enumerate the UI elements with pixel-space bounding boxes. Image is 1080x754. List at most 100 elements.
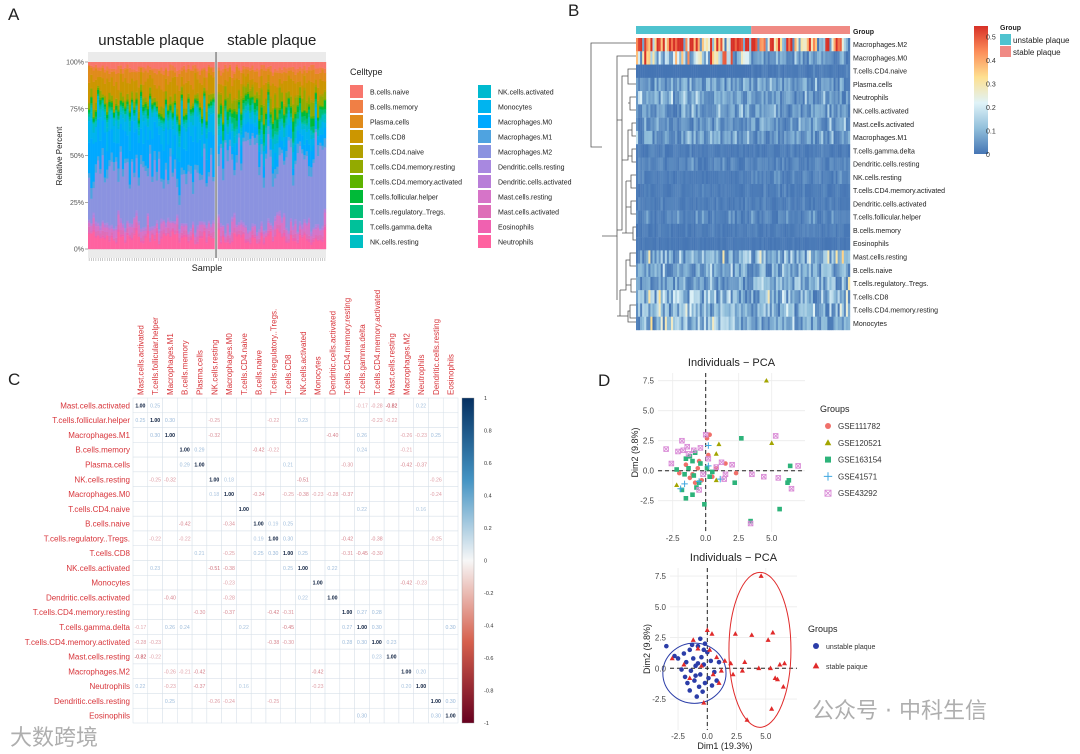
bar-segment [162,229,166,233]
heatmap-cell [648,237,651,251]
bar-segment [112,170,116,229]
legend-label: Eosinophils [498,225,534,232]
bar-segment [228,117,232,121]
heatmap-cell [780,210,783,225]
bar-segment [126,93,129,95]
bar-segment [112,116,116,119]
heatmap-cell [683,303,686,317]
matrix-cell [236,442,252,458]
bar-segment [106,122,109,128]
heatmap-cell [664,197,668,211]
bar-segment [228,109,232,113]
bar-segment [196,226,199,230]
heatmap-cell [654,237,657,251]
matrix-cell [132,456,149,473]
bar-segment [178,118,181,120]
heatmap-cell [646,91,649,105]
bar-segment [115,228,118,231]
bar-segment [314,132,318,225]
heatmap-cell [788,77,791,92]
heatmap-cell [660,250,663,264]
bar-segment [88,219,91,221]
bar-segment [258,120,261,130]
bar-segment [139,96,143,99]
bar-segment [269,117,272,124]
heatmap-cell [759,303,762,317]
heatmap-cell [798,197,801,211]
heatmap-cell [773,157,777,171]
heatmap-cell [693,64,696,79]
bar-segment [194,126,197,165]
bar-segment [97,76,100,86]
matrix-cell [250,471,267,487]
heatmap-cell [683,104,686,118]
heatmap-cell [640,64,643,79]
bar-segment [121,110,125,114]
heatmap-cell [743,210,746,225]
heatmap-cell [687,197,690,211]
bar-segment [301,98,304,112]
bar-segment [151,232,154,235]
bar-segment [169,81,172,96]
correlation-value: 0.25 [135,418,145,424]
heatmap-cell [722,303,725,317]
bar-segment [285,230,288,237]
bar-segment [307,62,311,67]
heatmap-cell [677,64,680,79]
heatmap-cell [753,303,756,317]
bar-segment [106,78,109,103]
heatmap-cell [821,144,824,158]
heatmap-cell [819,130,822,145]
heatmap-cell [656,290,659,304]
bar-segment [292,225,295,228]
heatmap-cell [815,117,818,132]
bar-segment [151,227,154,231]
heatmap-cell [815,51,818,65]
heatmap-cell [751,303,754,317]
bar-segment [283,214,286,218]
heatmap-cell [664,38,668,52]
heatmap-cell [693,263,696,278]
heatmap-cell [800,77,803,92]
heatmap-cell [738,51,742,65]
heatmap-cell [689,237,692,251]
bar-segment [274,94,277,108]
bar-segment [126,94,129,100]
bar-segment [260,62,263,66]
bar-segment [235,225,239,228]
heatmap-cell [800,130,803,145]
heatmap-cell [734,64,738,79]
bar-segment [92,223,95,230]
heatmap-cell [747,290,750,304]
heatmap-cell [751,210,754,225]
bar-segment [323,100,327,110]
heatmap-cell [777,77,781,92]
bar-segment [231,113,234,118]
heatmap-cell [695,170,698,185]
heatmap-cell [708,144,711,158]
heatmap-cell [829,170,832,185]
bar-segment [240,72,243,85]
heatmap-cell [683,210,686,225]
bar-segment [187,126,190,165]
bar-segment [287,62,291,68]
heatmap-cell [664,223,668,238]
bar-segment [97,62,100,68]
bar-segment [153,62,156,69]
bar-segment [237,101,241,105]
bar-segment [99,173,102,226]
heatmap-cell [654,51,657,65]
bar-segment [158,134,161,152]
bar-segment [296,239,300,243]
heatmap-cell [660,130,663,145]
bar-segment [205,228,208,238]
bar-segment [210,101,213,106]
heatmap-cell [802,64,805,79]
heatmap-cell [722,104,725,118]
heatmap-cell [650,157,653,171]
heatmap-cell [738,130,742,145]
facet-label: stable plaque [227,32,316,49]
bar-segment [164,91,168,99]
bar-segment [323,68,327,74]
bar-segment [269,65,272,72]
